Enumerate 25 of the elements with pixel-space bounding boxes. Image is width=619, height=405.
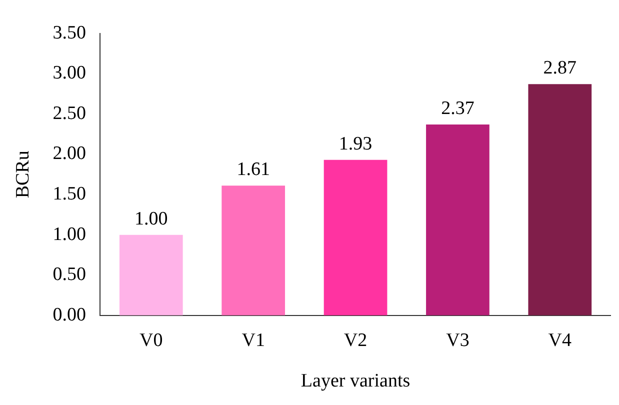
y-tick-label: 2.00: [52, 143, 86, 164]
data-label: 1.00: [134, 208, 168, 230]
x-tick-label: V3: [446, 330, 470, 351]
x-tick-label: V0: [140, 330, 163, 351]
x-tick-label: V2: [344, 330, 368, 351]
y-axis-title: BCRu: [12, 150, 34, 198]
y-tick-label: 0.50: [52, 264, 86, 286]
bar: [119, 234, 183, 316]
data-label: 2.37: [441, 98, 474, 119]
bar: [528, 84, 592, 316]
data-label: 2.87: [543, 58, 577, 79]
x-axis-title: Layer variants: [300, 370, 410, 392]
y-tick-label: 0.00: [52, 304, 86, 326]
y-tick-label: 3.50: [52, 22, 86, 44]
y-tick-label: 1.50: [52, 184, 86, 205]
data-label: 1.93: [338, 133, 372, 154]
x-tick-label: V1: [242, 330, 265, 351]
y-tick-label: 1.00: [52, 224, 86, 245]
y-tick-label: 2.50: [52, 102, 86, 124]
bar: [222, 186, 286, 316]
x-tick-label: V4: [548, 330, 572, 351]
bar: [426, 124, 490, 316]
bar: [324, 160, 388, 316]
data-label: 1.61: [236, 159, 270, 180]
y-tick-label: 3.00: [52, 62, 86, 84]
